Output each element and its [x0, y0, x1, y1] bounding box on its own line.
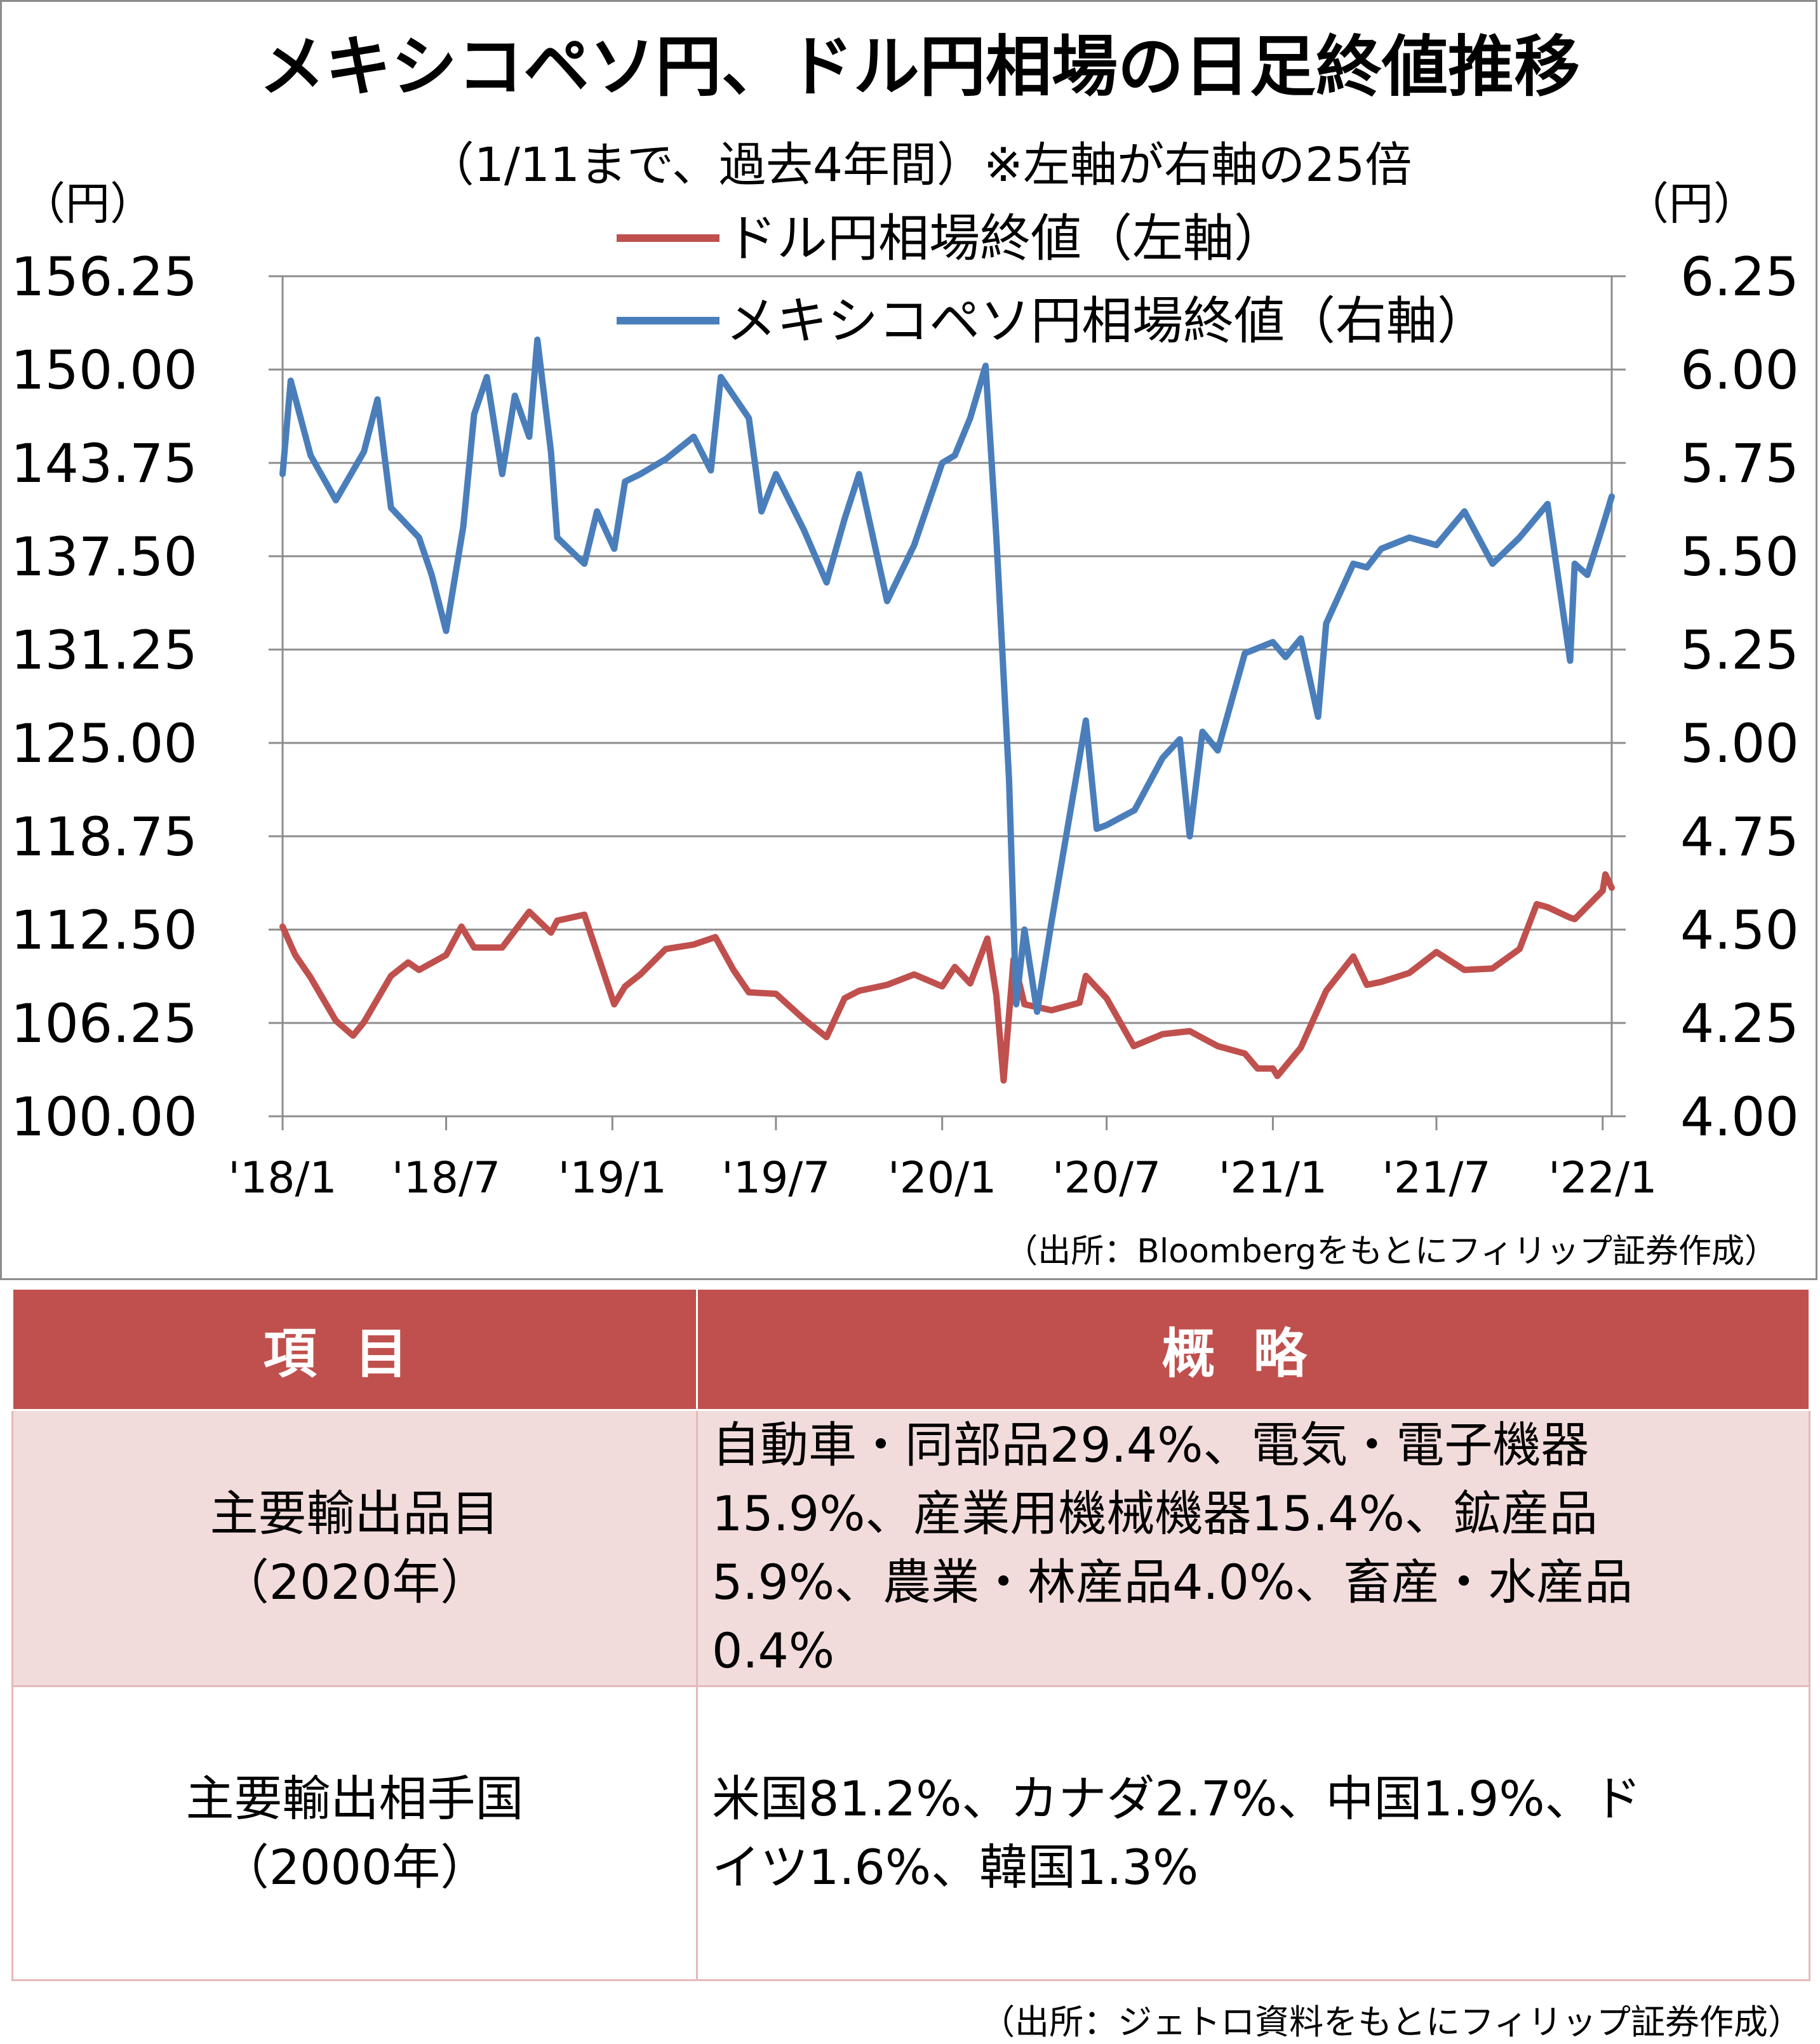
x-axis-tick-label: '20/1 — [888, 1153, 996, 1203]
mxn-jpy-line — [279, 337, 1615, 1015]
right-axis-unit: （円） — [1624, 178, 1758, 230]
left-axis-tick-label: 156.25 — [11, 246, 197, 308]
right-axis-tick-label: 6.00 — [1680, 339, 1799, 401]
summary-table: 項目 概略 主要輸出品目 （2020年） 自動車・同部品29.4%、電気・電子機… — [11, 1288, 1810, 1981]
desc-line: 0.4% — [712, 1622, 835, 1679]
chart-subtitle: （1/11まで、過去4年間）※左軸が右軸の25倍 — [427, 138, 1412, 192]
left-axis-tick-label: 150.00 — [11, 339, 197, 401]
legend-label: ドル円相場終値（左軸） — [726, 209, 1285, 268]
header-item: 項目 — [11, 1288, 698, 1411]
left-axis-tick-label: 125.00 — [11, 712, 197, 775]
item-year: （2020年） — [220, 1554, 489, 1610]
table-row: 主要輸出相手国 （2000年） 米国81.2%、カナダ2.7%、中国1.9%、ド… — [11, 1685, 1810, 1981]
desc-line: 5.9%、農業・林産品4.0%、畜産・水産品 — [712, 1554, 1633, 1610]
right-axis-tick-label: 4.75 — [1680, 806, 1799, 868]
left-axis-tick-label: 118.75 — [11, 806, 197, 868]
left-axis-tick-label: 112.50 — [11, 899, 197, 961]
desc-line: イツ1.6%、韓国1.3% — [712, 1839, 1199, 1895]
desc-line: 自動車・同部品29.4%、電気・電子機器 — [712, 1417, 1589, 1473]
line-chart: メキシコペソ円、ドル円相場の日足終値推移 （1/11まで、過去4年間）※左軸が右… — [11, 28, 1799, 1203]
left-axis-unit: （円） — [21, 178, 154, 230]
right-axis-tick-label: 5.25 — [1680, 619, 1799, 681]
item-cell: 主要輸出品目 （2020年） — [11, 1409, 698, 1687]
item-label: 主要輸出品目 — [210, 1485, 500, 1542]
right-axis-tick-label: 5.00 — [1680, 712, 1799, 775]
right-axis-tick-label: 5.50 — [1680, 526, 1799, 588]
axes: 156.25 6.25 150.00 6.00 143.75 5.75 137.50 5.50… — [11, 246, 1799, 1203]
item-cell: 主要輸出相手国 （2000年） — [11, 1685, 698, 1981]
right-axis-tick-label: 4.50 — [1680, 899, 1799, 961]
x-axis-tick-label: '20/7 — [1052, 1153, 1161, 1203]
chart-title: メキシコペソ円、ドル円相場の日足終値推移 — [259, 28, 1580, 105]
left-axis-tick-label: 100.00 — [11, 1086, 197, 1148]
desc-cell: 米国81.2%、カナダ2.7%、中国1.9%、ド イツ1.6%、韓国1.3% — [696, 1685, 1810, 1981]
x-axis-tick-label: '18/7 — [392, 1153, 500, 1203]
desc-line: 米国81.2%、カナダ2.7%、中国1.9%、ド — [712, 1770, 1642, 1827]
chart-source-note: （出所：Bloombergをもとにフィリップ証券作成） — [1005, 1232, 1777, 1271]
x-axis-tick-label: '21/7 — [1382, 1153, 1490, 1203]
chart-frame: メキシコペソ円、ドル円相場の日足終値推移 （1/11まで、過去4年間）※左軸が右… — [0, 0, 1817, 1280]
right-axis-tick-label: 6.25 — [1680, 246, 1799, 308]
legend-label: メキシコペソ円相場終値（右軸） — [726, 291, 1488, 351]
right-axis-tick-label: 4.25 — [1680, 992, 1799, 1055]
x-axis-tick-label: '19/1 — [558, 1153, 667, 1203]
desc-cell: 自動車・同部品29.4%、電気・電子機器 15.9%、産業用機械機器15.4%、… — [696, 1409, 1810, 1687]
gridlines — [283, 275, 1612, 1118]
legend: ドル円相場終値（左軸） メキシコペソ円相場終値（右軸） — [585, 209, 1488, 351]
x-axis-tick-label: '22/1 — [1548, 1153, 1657, 1203]
series-lines — [279, 337, 1615, 1084]
x-axis-tick-label: '18/1 — [228, 1153, 337, 1203]
left-axis-tick-label: 137.50 — [11, 526, 197, 588]
right-axis-tick-label: 4.00 — [1680, 1086, 1799, 1148]
desc-line: 15.9%、産業用機械機器15.4%、鉱産品 — [712, 1485, 1598, 1542]
left-axis-tick-label: 106.25 — [11, 992, 197, 1055]
header-summary: 概略 — [696, 1288, 1810, 1411]
table-source-note: （出所：ジェトロ資料をもとにフィリップ証券作成） — [980, 2002, 1802, 2042]
item-label: 主要輸出相手国 — [185, 1770, 524, 1827]
table-header-row: 項目 概略 — [11, 1288, 1810, 1411]
right-axis-tick-label: 5.75 — [1680, 432, 1799, 495]
x-axis-tick-label: '19/7 — [721, 1153, 830, 1203]
left-axis-tick-label: 131.25 — [11, 619, 197, 681]
x-axis-tick-label: '21/1 — [1219, 1153, 1327, 1203]
item-year: （2000年） — [220, 1839, 489, 1895]
left-axis-tick-label: 143.75 — [11, 432, 197, 495]
table-row: 主要輸出品目 （2020年） 自動車・同部品29.4%、電気・電子機器 15.9… — [11, 1409, 1810, 1687]
usd-jpy-line — [279, 871, 1615, 1084]
